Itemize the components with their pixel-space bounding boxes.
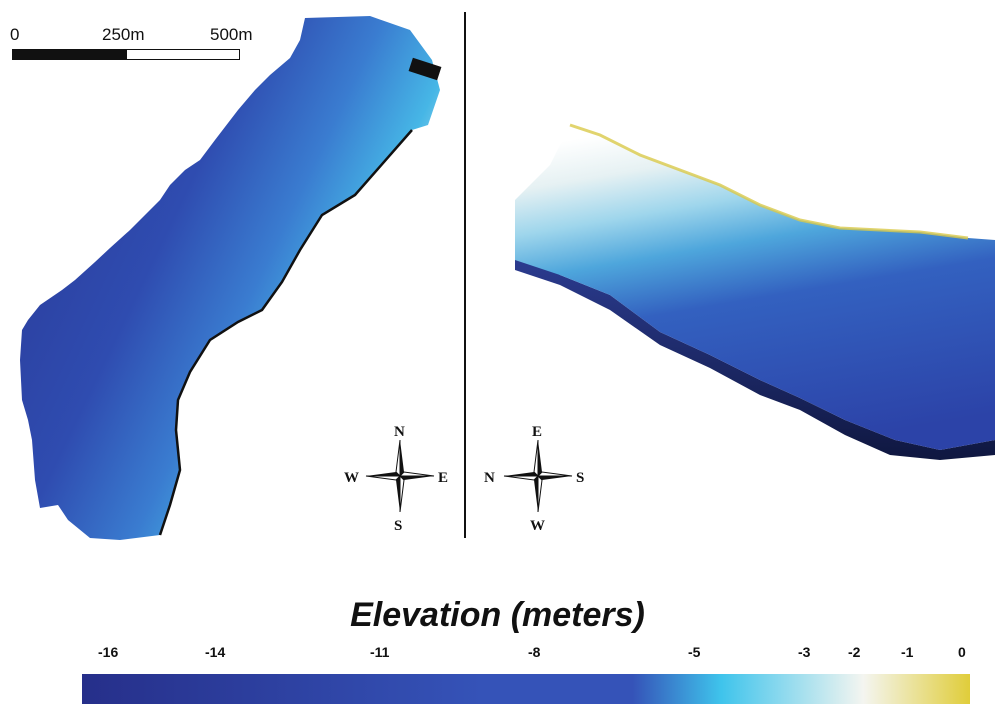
- site-marker: [408, 57, 442, 81]
- compass-east: E: [438, 470, 448, 486]
- perspective-crest: [569, 123, 969, 240]
- tick-label: 0: [958, 644, 966, 660]
- compass-west: W: [344, 470, 359, 486]
- compass-rose-perspective: E N S W: [484, 424, 584, 534]
- panel-divider: [464, 12, 466, 538]
- tick-label: -16: [98, 644, 119, 660]
- tick-label: -2: [848, 644, 861, 660]
- legend-colorbar: [82, 674, 970, 704]
- legend-title: Elevation (meters): [350, 596, 645, 634]
- scale-label-250m: 250m: [102, 25, 145, 44]
- tick-label: -5: [688, 644, 701, 660]
- perspective-surface: [515, 125, 995, 450]
- compass-south: S: [394, 518, 402, 534]
- tick-label: -11: [370, 644, 390, 660]
- perspective-view-map: [515, 123, 995, 460]
- plan-view-map: [20, 16, 442, 540]
- compass-south-right: S: [576, 470, 584, 486]
- shoreline: [158, 129, 413, 536]
- plan-area: [20, 16, 440, 540]
- tick-label: -3: [798, 644, 811, 660]
- compass-east-top: E: [532, 424, 542, 440]
- compass-north: N: [394, 424, 405, 440]
- scale-bar-white-segment: [126, 49, 240, 60]
- tick-label: -14: [205, 644, 226, 660]
- scale-bar: 0 250m 500m: [10, 25, 253, 65]
- scale-bar-black-segment: [12, 49, 128, 60]
- compass-north-left: N: [484, 470, 495, 486]
- scale-label-0: 0: [10, 25, 20, 44]
- legend-ticks: -16 -14 -11 -8 -5 -3 -2 -1 0: [0, 644, 995, 664]
- compass-rose-plan: N W E S: [344, 424, 448, 534]
- compass-west-bottom: W: [530, 518, 545, 534]
- scale-label-500m: 500m: [210, 25, 253, 44]
- tick-label: -8: [528, 644, 541, 660]
- tick-label: -1: [901, 644, 914, 660]
